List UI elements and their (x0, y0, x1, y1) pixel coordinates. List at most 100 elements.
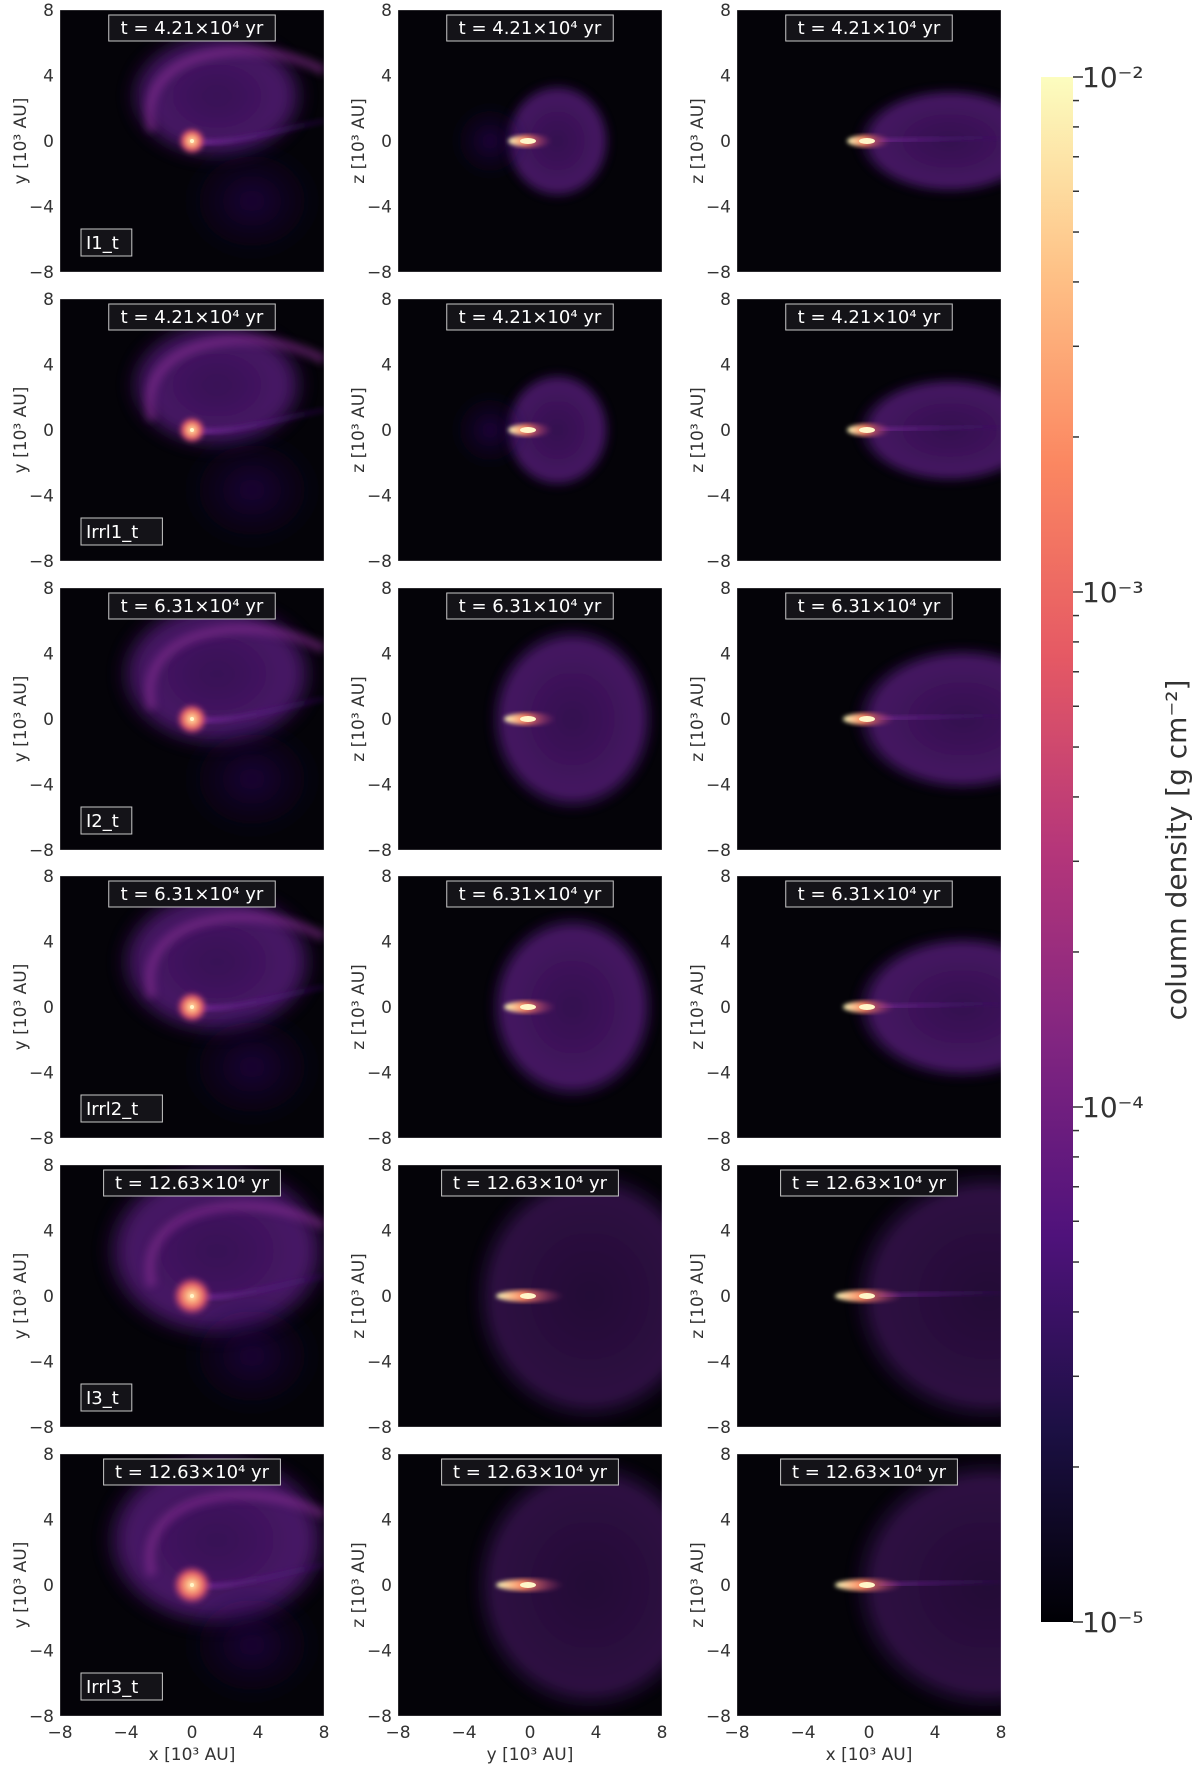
y-tick-label: 4 (381, 356, 392, 376)
time-text: t = 4.21×10⁴ yr (121, 307, 264, 328)
y-tick-label: 8 (381, 1156, 392, 1176)
y-tick-label: 8 (720, 579, 731, 599)
time-label: t = 12.63×10⁴ yr (441, 1169, 619, 1197)
run-text: I1_t (86, 233, 119, 254)
y-axis-label: z [10³ AU] (349, 964, 369, 1050)
y-tick-label: −8 (367, 1418, 392, 1438)
time-label: t = 6.31×10⁴ yr (446, 880, 614, 908)
x-tick-label: 4 (591, 1723, 602, 1743)
column-density-map (117, 887, 324, 1127)
x-tick-label: −8 (724, 1723, 749, 1743)
y-tick-label: 4 (720, 67, 731, 87)
column-density-map (450, 81, 613, 201)
y-axis-label: z [10³ AU] (349, 98, 369, 184)
column-density-map (470, 1166, 662, 1426)
y-tick-label: 4 (43, 645, 54, 665)
time-text: t = 4.21×10⁴ yr (798, 18, 941, 39)
panel-r4-c3: t = 6.31×10⁴ yr (736, 875, 1002, 1139)
y-tick-label: −8 (29, 552, 54, 572)
panel-r6-c3: t = 12.63×10⁴ yr (736, 1453, 1002, 1717)
column-density-map (487, 912, 658, 1102)
time-text: t = 12.63×10⁴ yr (792, 1462, 947, 1483)
y-tick-label: −8 (706, 1707, 731, 1727)
y-tick-label: −8 (367, 1707, 392, 1727)
y-tick-label: 0 (381, 1576, 392, 1596)
y-tick-label: 0 (43, 1287, 54, 1307)
run-text: Irrl3_t (86, 1677, 138, 1698)
run-label: Irrl3_t (80, 1672, 163, 1701)
y-tick-label: 8 (381, 579, 392, 599)
y-tick-label: −8 (29, 1418, 54, 1438)
panel-r2-c1: t = 4.21×10⁴ yr Irrl1_t (59, 298, 325, 562)
y-axis-label: z [10³ AU] (688, 387, 708, 473)
y-tick-label: 0 (381, 421, 392, 441)
time-text: t = 6.31×10⁴ yr (121, 596, 264, 617)
column-density-map (117, 599, 324, 839)
y-tick-label: −4 (29, 1353, 54, 1373)
colorbar-label: column density [g cm⁻²] (1160, 680, 1193, 1021)
x-tick-label: 0 (525, 1723, 536, 1743)
y-tick-label: 4 (381, 933, 392, 953)
y-tick-label: −8 (367, 841, 392, 861)
y-tick-label: 8 (720, 1445, 731, 1465)
column-density-map (835, 1455, 1001, 1715)
time-label: t = 6.31×10⁴ yr (108, 880, 276, 908)
colorbar: 10⁻² 10⁻³ 10⁻⁴ 10⁻⁵ column density [g cm… (1041, 61, 1193, 1639)
y-tick-label: −8 (706, 263, 731, 283)
time-text: t = 4.21×10⁴ yr (121, 18, 264, 39)
x-tick-label: 8 (657, 1723, 668, 1743)
time-text: t = 12.63×10⁴ yr (453, 1173, 608, 1194)
y-axis-label: y [10³ AU] (11, 676, 31, 763)
y-axis-label: z [10³ AU] (349, 1542, 369, 1628)
y-tick-label: 0 (43, 421, 54, 441)
y-tick-label: 0 (43, 998, 54, 1018)
y-axis-label: z [10³ AU] (349, 1253, 369, 1339)
y-tick-label: 4 (43, 1222, 54, 1242)
run-label: I1_t (80, 228, 133, 257)
y-tick-label: 8 (43, 867, 54, 887)
y-tick-label: −4 (367, 1353, 392, 1373)
x-tick-label: −4 (113, 1723, 138, 1743)
y-tick-label: −8 (29, 1707, 54, 1727)
time-label: t = 12.63×10⁴ yr (103, 1169, 281, 1197)
time-label: t = 6.31×10⁴ yr (785, 880, 953, 908)
run-text: Irrl2_t (86, 1099, 138, 1120)
y-tick-label: 4 (381, 645, 392, 665)
y-tick-label: 4 (43, 67, 54, 87)
run-label: I3_t (80, 1383, 133, 1412)
colorbar-tick-label-1e-2: 10⁻² (1082, 61, 1144, 94)
x-axis-label: x [10³ AU] (149, 1745, 236, 1765)
panel-r1-c2: t = 4.21×10⁴ yr (397, 9, 663, 273)
column-density-map (127, 320, 324, 550)
y-tick-label: 0 (720, 710, 731, 730)
x-tick-label: 8 (319, 1723, 330, 1743)
panel-r2-c3: t = 4.21×10⁴ yr (736, 298, 1002, 562)
y-tick-label: 8 (381, 1445, 392, 1465)
y-tick-label: 4 (43, 933, 54, 953)
time-label: t = 4.21×10⁴ yr (108, 303, 276, 331)
y-tick-label: 4 (43, 356, 54, 376)
time-label: t = 4.21×10⁴ yr (785, 14, 953, 42)
time-label: t = 12.63×10⁴ yr (103, 1458, 281, 1486)
y-tick-label: 0 (43, 132, 54, 152)
column-density-map (843, 932, 1001, 1082)
column-density-map (847, 86, 1001, 196)
y-tick-label: −8 (29, 263, 54, 283)
time-label: t = 4.21×10⁴ yr (108, 14, 276, 42)
panel-r4-c1: t = 6.31×10⁴ yr Irrl2_t (59, 875, 325, 1139)
colorbar-tick-label-1e-5: 10⁻⁵ (1082, 1606, 1144, 1639)
y-tick-label: 0 (720, 998, 731, 1018)
y-axis-label: y [10³ AU] (11, 1253, 31, 1340)
column-density-map (843, 644, 1001, 794)
panel-r3-c1: t = 6.31×10⁴ yr I2_t (59, 587, 325, 851)
y-tick-label: 4 (381, 1511, 392, 1531)
y-tick-label: 4 (720, 933, 731, 953)
y-tick-label: −8 (706, 552, 731, 572)
y-tick-label: −4 (367, 1642, 392, 1662)
colorbar-tick-label-1e-4: 10⁻⁴ (1082, 1091, 1144, 1124)
y-tick-label: 8 (43, 1445, 54, 1465)
column-density-map (102, 1454, 324, 1705)
y-tick-label: 8 (43, 579, 54, 599)
